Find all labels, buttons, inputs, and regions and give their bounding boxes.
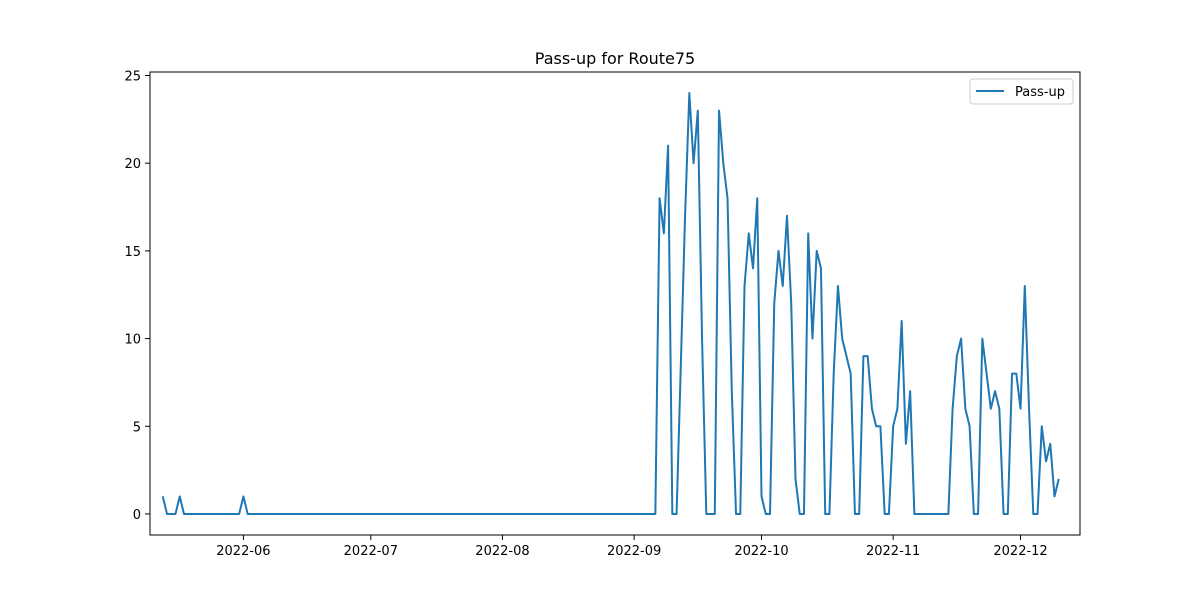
plot-area [161, 92, 1060, 515]
legend: Pass-up [969, 78, 1074, 105]
x-tick-label: 2022-11 [866, 544, 920, 559]
y-tick-label: 15 [124, 245, 141, 260]
y-tick-label: 25 [124, 70, 141, 85]
x-axis: 2022-06 2022-07 2022-08 2022-09 2022-10 2022-… [216, 535, 1048, 559]
x-tick-label: 2022-07 [344, 544, 398, 559]
y-tick-label: 20 [124, 157, 141, 172]
chart-title: Pass-up for Route75 [535, 49, 695, 68]
x-tick-label: 2022-08 [475, 544, 529, 559]
x-tick-label: 2022-09 [607, 544, 661, 559]
x-tick-label: 2022-06 [216, 544, 270, 559]
y-tick-label: 5 [133, 420, 141, 435]
x-tick-label: 2022-12 [993, 544, 1047, 559]
legend-box [969, 78, 1074, 105]
y-tick-label: 10 [124, 333, 141, 348]
y-axis: 0 5 10 15 20 25 [124, 70, 150, 523]
x-tick-label: 2022-10 [734, 544, 788, 559]
series-line-pass-up [161, 92, 1060, 515]
axes-frame [149, 71, 1081, 536]
legend-label-pass-up: Pass-up [1015, 85, 1065, 100]
y-tick-label: 0 [133, 508, 141, 523]
